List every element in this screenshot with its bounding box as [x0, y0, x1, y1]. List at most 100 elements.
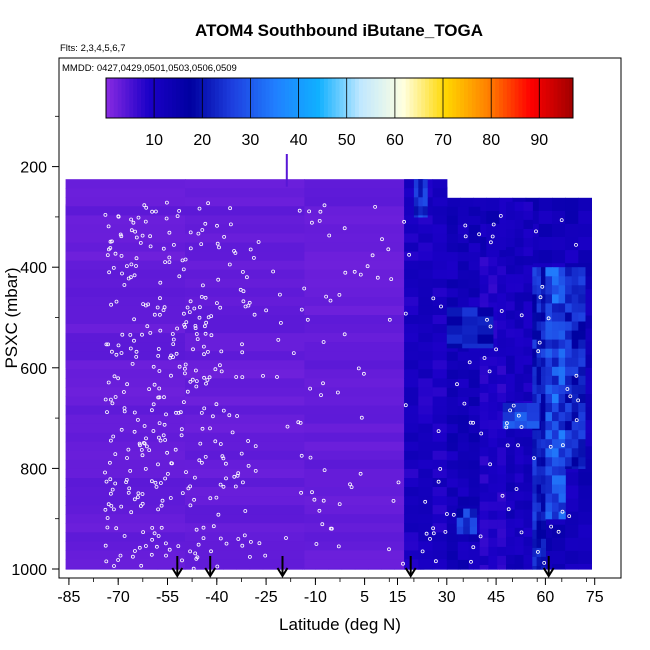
obs-dot: [242, 533, 247, 538]
heat-cell: [404, 396, 419, 407]
heat-cell: [552, 330, 560, 341]
obs-dot: [106, 342, 110, 347]
heat-cell: [185, 496, 305, 506]
heat-cell: [545, 321, 553, 332]
heat-cell: [523, 283, 533, 293]
heat-cell: [552, 550, 566, 565]
heat-cell: [468, 451, 481, 461]
heat-cell: [541, 502, 546, 513]
heat-cell: [532, 285, 538, 295]
heat-cell: [514, 437, 525, 447]
obs-dot: [375, 275, 380, 280]
heat-cell: [497, 483, 507, 494]
obs-dot: [113, 251, 118, 256]
obs-dot: [211, 524, 216, 529]
colorbar-swatch: [397, 78, 403, 118]
heat-cell: [418, 206, 424, 216]
heat-cell: [532, 484, 538, 495]
obs-dot: [184, 470, 188, 475]
obs-dot: [192, 497, 197, 502]
colorbar-swatch: [137, 78, 142, 118]
colorbar-swatch: [417, 78, 422, 118]
heat-cell: [422, 197, 428, 207]
obs-dot: [163, 438, 168, 442]
heat-cell: [514, 247, 525, 257]
heat-cell: [418, 296, 434, 307]
heat-cell: [532, 502, 538, 513]
heat-cell: [488, 501, 498, 512]
obs-dot: [143, 544, 148, 548]
heat-cell: [541, 303, 546, 314]
heat-cell: [506, 247, 516, 257]
heat-cell: [488, 565, 498, 570]
obs-dot: [223, 461, 228, 466]
heat-cell: [457, 487, 470, 498]
colorbar-swatch: [300, 78, 305, 118]
heat-cell: [285, 154, 288, 187]
heat-cell: [304, 405, 425, 416]
colorbar-swatch: [312, 78, 317, 118]
heat-cell: [552, 457, 560, 467]
colorbar-swatch: [199, 78, 204, 118]
heat-cell: [418, 441, 434, 452]
heat-cell: [506, 292, 516, 303]
obs-dot: [190, 377, 195, 382]
obs-dot: [213, 367, 218, 372]
obs-dot: [112, 507, 116, 512]
obs-dot: [141, 530, 146, 534]
heat-cell: [404, 215, 419, 226]
heat-cell: [571, 375, 579, 386]
obs-dot: [157, 369, 162, 373]
heat-cell: [514, 518, 525, 529]
heat-cell: [418, 342, 434, 352]
colorbar-swatch: [425, 78, 430, 118]
obs-dot: [120, 332, 125, 337]
heat-cell: [545, 403, 553, 413]
heat-cell: [488, 374, 498, 385]
obs-dot: [109, 491, 113, 496]
obs-dot: [185, 305, 190, 310]
heat-cell: [506, 238, 516, 248]
obs-dot: [299, 490, 304, 495]
obs-dot: [103, 470, 107, 475]
heat-cell: [418, 287, 434, 298]
heat-cell: [506, 446, 516, 456]
obs-dot: [103, 397, 108, 402]
heat-cell: [304, 441, 425, 452]
heat-cell: [65, 351, 186, 361]
colorbar-swatch: [211, 78, 216, 118]
heat-cell: [536, 394, 542, 404]
heat-cell: [526, 421, 540, 429]
colorbar-swatch: [156, 78, 161, 118]
heat-cell: [558, 339, 566, 350]
obs-dot: [240, 350, 245, 355]
heat-cell: [558, 375, 566, 386]
dates-label: MMDD: 0427,0429,0501,0503,0506,0509: [62, 63, 237, 74]
heat-cell: [468, 442, 481, 452]
heat-cell: [497, 320, 507, 331]
heat-cell: [514, 238, 525, 248]
heat-cell: [457, 234, 470, 244]
heat-cell: [457, 369, 470, 380]
obs-dot: [179, 427, 184, 432]
colorbar-swatch: [133, 78, 138, 118]
heat-cell: [506, 391, 516, 402]
obs-dot: [167, 547, 172, 552]
heat-cell: [468, 487, 481, 498]
heat-cell: [185, 568, 305, 570]
heat-cell: [65, 296, 186, 307]
obs-dot: [110, 349, 114, 354]
heat-cell: [185, 505, 305, 515]
obs-dot: [546, 316, 551, 321]
obs-dot: [113, 452, 118, 457]
heat-cell: [185, 523, 305, 533]
heat-cell: [565, 312, 573, 323]
heat-cell: [523, 554, 533, 565]
heat-cell: [545, 303, 553, 314]
heat-cell: [65, 215, 186, 226]
heat-cell: [571, 330, 579, 341]
obs-dot: [110, 401, 115, 406]
obs-dot: [455, 382, 459, 387]
heat-cell: [418, 224, 434, 235]
